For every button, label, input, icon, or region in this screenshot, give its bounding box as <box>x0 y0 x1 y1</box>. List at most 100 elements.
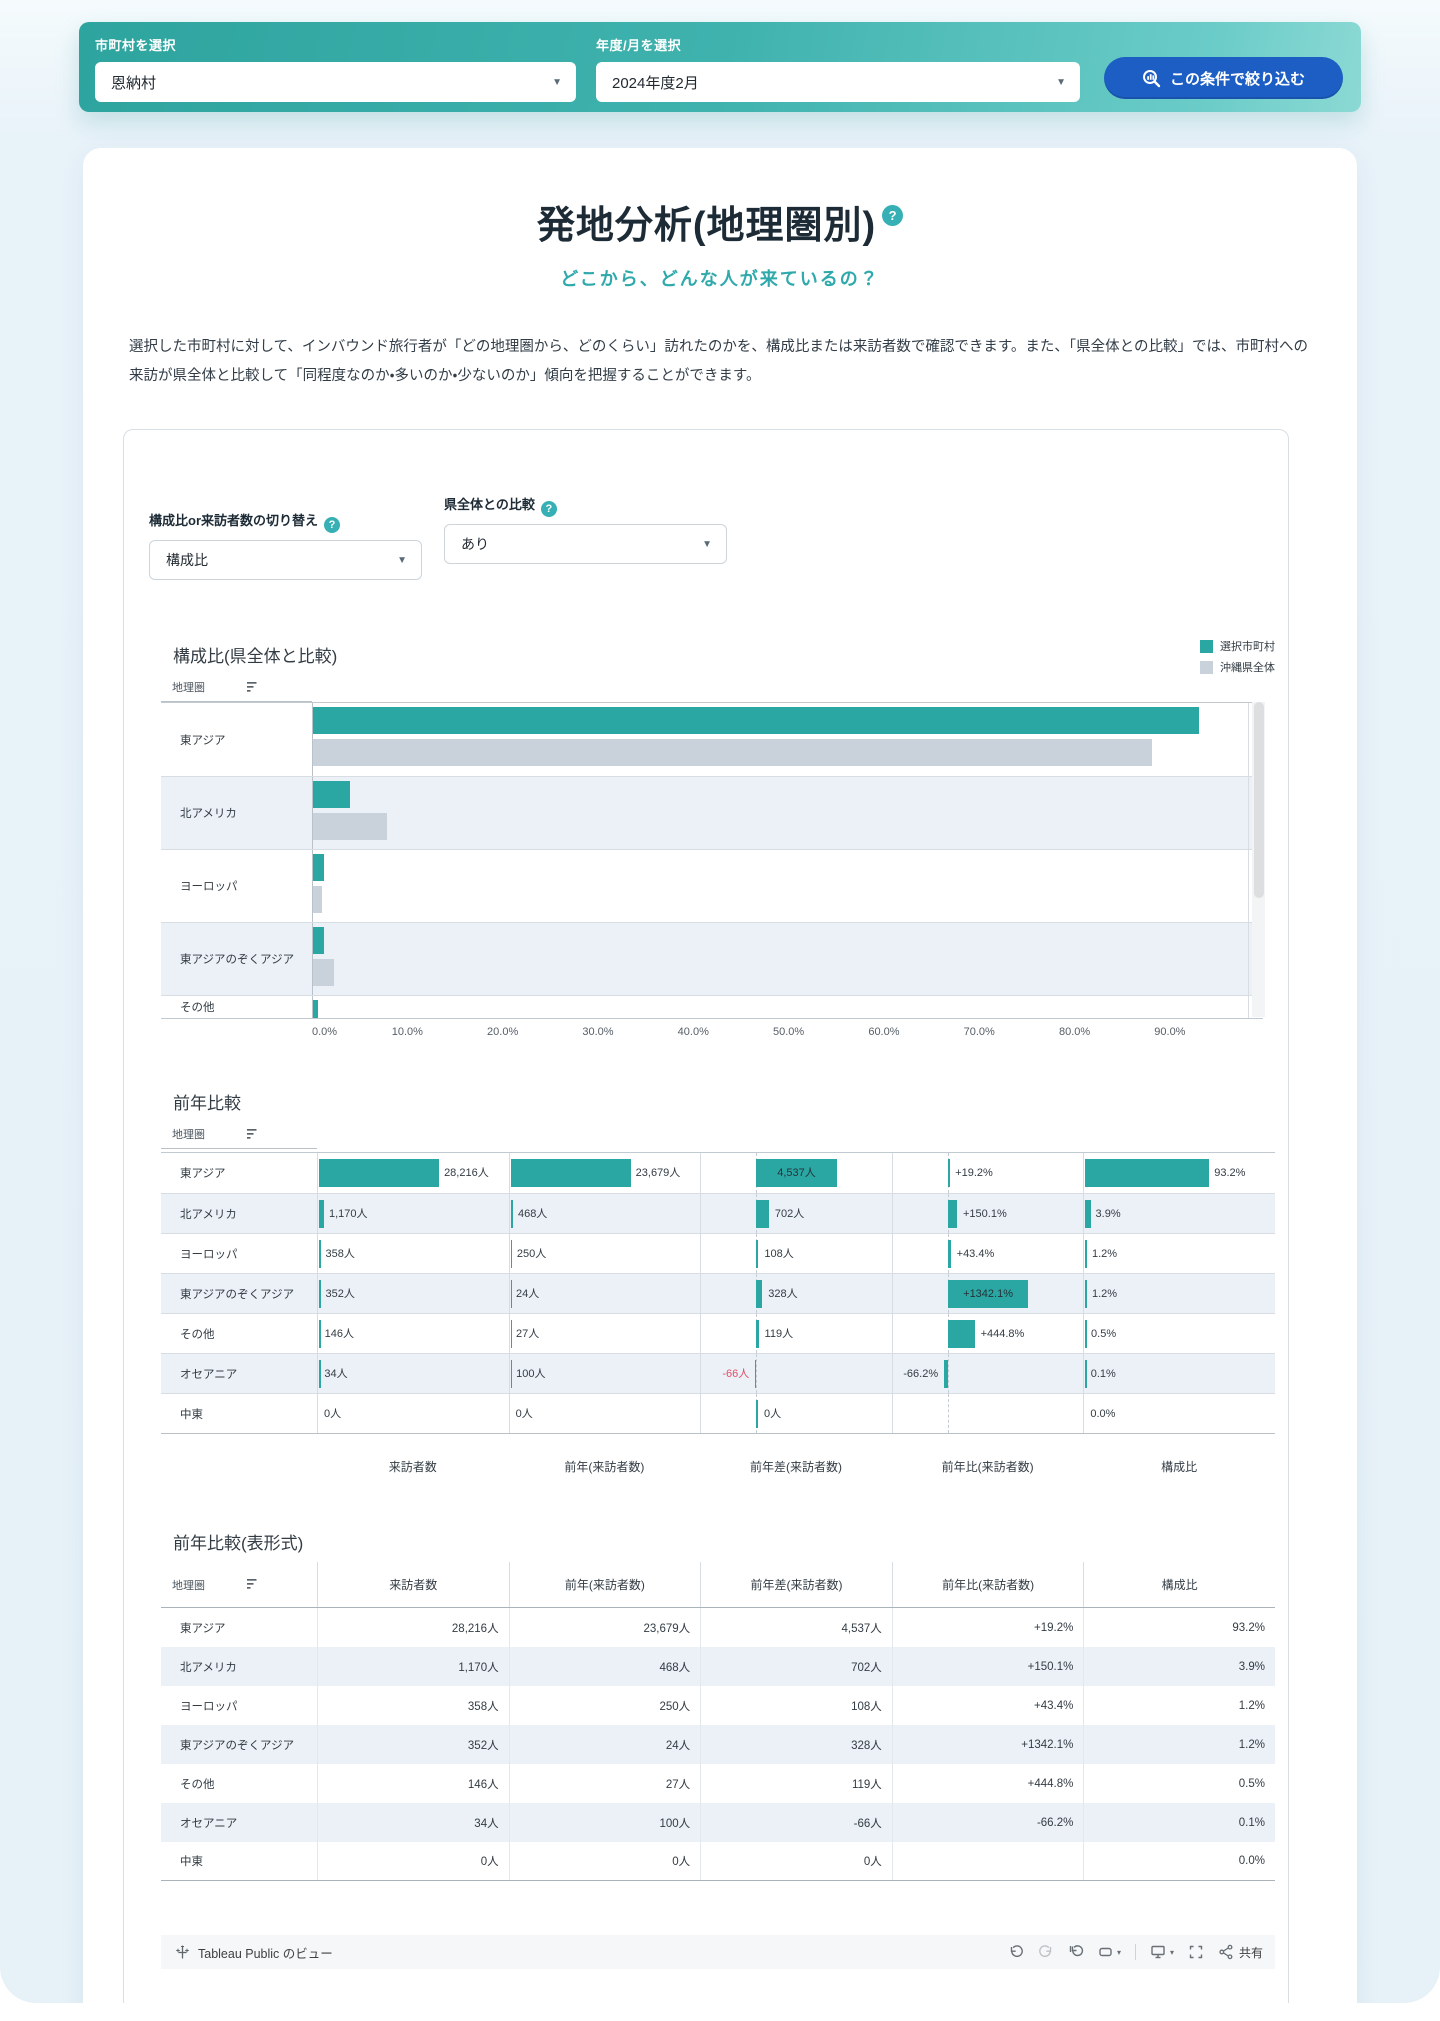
category-label[interactable]: 北アメリカ <box>180 808 237 820</box>
value-bar[interactable] <box>319 1200 324 1228</box>
period-select[interactable]: 2024年度2月 ▼ <box>596 62 1080 102</box>
value-bar[interactable] <box>1085 1159 1210 1187</box>
value-label: -66人 <box>722 1368 750 1380</box>
value-bar[interactable] <box>510 1240 513 1268</box>
value-bar[interactable] <box>319 1360 321 1388</box>
table-cell: 358人 <box>317 1686 509 1725</box>
value-bar[interactable] <box>944 1360 949 1388</box>
fullscreen-button[interactable] <box>1188 1944 1204 1960</box>
category-label[interactable]: 北アメリカ <box>180 1208 237 1221</box>
value-bar[interactable] <box>1085 1280 1087 1308</box>
category-label[interactable]: その他 <box>180 1328 215 1341</box>
measure-cell: 108人 <box>700 1234 892 1273</box>
selected-municipality-bar[interactable] <box>313 854 325 881</box>
help-icon[interactable]: ? <box>540 501 557 517</box>
selected-municipality-bar[interactable] <box>313 781 351 808</box>
category-label[interactable]: 中東 <box>180 1856 203 1868</box>
category-label[interactable]: 東アジア <box>180 1168 226 1180</box>
undo-icon <box>1010 1945 1023 1958</box>
table-row: 中東 0人 0人 0人 0.0% <box>161 1842 1275 1881</box>
value-label: 24人 <box>515 1288 540 1300</box>
prefecture-bar[interactable] <box>313 959 334 986</box>
selected-municipality-bar[interactable] <box>313 927 325 954</box>
municipality-select[interactable]: 恩納村 ▼ <box>95 62 576 102</box>
category-label[interactable]: ヨーロッパ <box>180 1700 238 1713</box>
share-button[interactable]: 共有 <box>1218 1944 1263 1961</box>
value-label: 250人 <box>516 1248 547 1260</box>
category-label[interactable]: 東アジア <box>180 1622 226 1635</box>
value-bar[interactable] <box>1085 1200 1091 1228</box>
scrollbar-thumb[interactable] <box>1253 702 1264 898</box>
download-button[interactable]: ▾ <box>1150 1944 1174 1960</box>
redo-button[interactable] <box>1038 1944 1054 1960</box>
prefecture-bar[interactable] <box>313 886 322 913</box>
comparison-select[interactable]: あり ▼ <box>444 524 727 564</box>
category-label[interactable]: オセアニア <box>180 1368 238 1381</box>
help-icon[interactable]: ? <box>324 517 341 533</box>
value-bar[interactable] <box>510 1360 513 1388</box>
prefecture-bar[interactable] <box>313 739 1152 766</box>
selected-municipality-bar[interactable] <box>313 1000 318 1018</box>
category-label[interactable]: 東アジアのぞくアジア <box>180 1288 295 1301</box>
sort-icon[interactable] <box>247 681 260 693</box>
value-label: +150.1% <box>963 1208 1007 1220</box>
help-icon[interactable]: ? <box>882 205 904 226</box>
category-label[interactable]: ヨーロッパ <box>180 1248 238 1261</box>
value-bar[interactable] <box>319 1280 321 1308</box>
value-bar[interactable] <box>756 1400 758 1428</box>
value-bar[interactable] <box>948 1320 975 1348</box>
value-bar[interactable] <box>319 1240 321 1268</box>
chart-row: オセアニア 34人 100人 -66人 -66.2% 0.1% <box>161 1353 1275 1393</box>
value-bar[interactable] <box>510 1200 513 1228</box>
sort-icon[interactable] <box>247 1128 260 1140</box>
sort-icon[interactable] <box>247 1579 260 1590</box>
category-label[interactable]: 北アメリカ <box>180 1661 237 1674</box>
undo-button[interactable] <box>1008 1944 1024 1960</box>
column-header[interactable]: 前年比(来訪者数) <box>891 1562 1084 1607</box>
fullscreen-icon <box>1189 1945 1203 1959</box>
prefecture-bar[interactable] <box>313 813 388 840</box>
category-label[interactable]: その他 <box>180 1002 215 1014</box>
column-header[interactable]: 前年差(来訪者数) <box>700 1562 892 1607</box>
category-label[interactable]: ヨーロッパ <box>180 881 238 893</box>
column-header[interactable]: 構成比 <box>1083 1562 1275 1607</box>
value-bar[interactable] <box>756 1280 763 1308</box>
value-bar[interactable] <box>756 1159 837 1187</box>
category-label[interactable]: オセアニア <box>180 1817 238 1830</box>
selected-municipality-bar[interactable] <box>313 707 1200 734</box>
value-bar[interactable] <box>948 1240 951 1268</box>
value-bar[interactable] <box>948 1200 957 1228</box>
table-cell: 0人 <box>508 1842 701 1880</box>
value-bar[interactable] <box>1085 1360 1087 1388</box>
download-icon <box>1151 1945 1165 1959</box>
table-row: オセアニア 34人 100人 -66人 -66.2% 0.1% <box>161 1803 1275 1842</box>
metric-select[interactable]: 構成比 ▼ <box>149 540 422 580</box>
value-label: 0.5% <box>1091 1328 1117 1340</box>
column-header[interactable]: 前年(来訪者数) <box>508 1562 701 1607</box>
value-bar[interactable] <box>756 1320 759 1348</box>
revert-button[interactable]: ▾ <box>1098 1945 1121 1959</box>
column-header[interactable]: 来訪者数 <box>317 1562 509 1607</box>
filter-submit-button[interactable]: この条件で絞り込む <box>1104 57 1343 99</box>
value-bar[interactable] <box>510 1320 513 1348</box>
category-label[interactable]: 中東 <box>180 1408 203 1421</box>
value-bar[interactable] <box>510 1280 513 1308</box>
category-label[interactable]: 東アジア <box>180 734 226 747</box>
value-bar[interactable] <box>1085 1240 1087 1268</box>
value-bar[interactable] <box>319 1159 440 1187</box>
value-bar[interactable] <box>1085 1320 1087 1348</box>
chart-scrollbar[interactable] <box>1252 702 1265 1017</box>
replay-button[interactable] <box>1068 1944 1084 1960</box>
value-bar[interactable] <box>756 1200 769 1228</box>
measure-cell: 328人 <box>700 1274 892 1313</box>
value-bar[interactable] <box>948 1280 1029 1308</box>
value-bar[interactable] <box>754 1360 757 1388</box>
value-bar[interactable] <box>510 1159 631 1187</box>
category-label[interactable]: 東アジアのぞくアジア <box>180 1739 295 1752</box>
category-label[interactable]: その他 <box>180 1778 215 1791</box>
value-label: 146人 <box>324 1328 354 1340</box>
category-label[interactable]: 東アジアのぞくアジア <box>180 954 295 966</box>
value-bar[interactable] <box>948 1159 950 1187</box>
value-bar[interactable] <box>756 1240 759 1268</box>
value-bar[interactable] <box>319 1320 321 1348</box>
